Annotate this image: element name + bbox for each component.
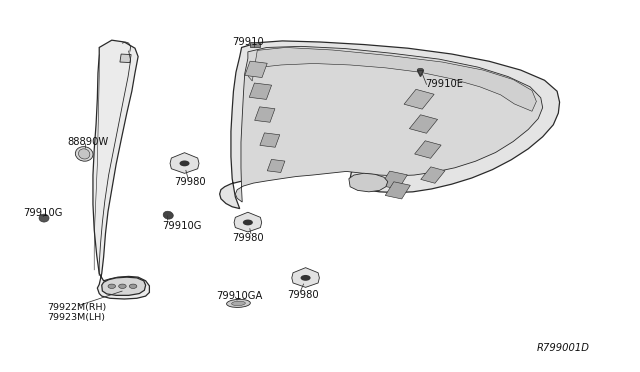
Circle shape [243, 219, 253, 225]
Text: 79923M(LH): 79923M(LH) [47, 314, 105, 323]
Polygon shape [255, 107, 275, 122]
FancyBboxPatch shape [250, 42, 260, 47]
Polygon shape [245, 61, 268, 77]
Polygon shape [415, 141, 441, 158]
Text: 79910: 79910 [232, 37, 264, 47]
Text: 79910G: 79910G [23, 208, 63, 218]
Polygon shape [381, 171, 407, 189]
Ellipse shape [232, 301, 245, 305]
Polygon shape [102, 277, 146, 295]
Circle shape [118, 284, 126, 288]
Polygon shape [234, 212, 262, 232]
Ellipse shape [79, 149, 90, 159]
Text: 79980: 79980 [232, 233, 264, 243]
Circle shape [179, 160, 189, 166]
Polygon shape [249, 83, 271, 99]
Polygon shape [260, 133, 280, 147]
Polygon shape [248, 48, 536, 111]
Polygon shape [220, 41, 559, 209]
Bar [120, 54, 131, 62]
Polygon shape [410, 115, 438, 133]
Polygon shape [349, 173, 388, 192]
Polygon shape [385, 182, 410, 199]
Text: R799001D: R799001D [536, 343, 589, 353]
Ellipse shape [227, 299, 250, 307]
Circle shape [129, 284, 137, 288]
Ellipse shape [163, 211, 173, 219]
Polygon shape [404, 89, 434, 109]
Text: 79910GA: 79910GA [216, 291, 263, 301]
Polygon shape [420, 167, 445, 183]
Ellipse shape [76, 147, 93, 161]
Polygon shape [268, 160, 285, 173]
Circle shape [301, 275, 310, 281]
Ellipse shape [39, 214, 49, 222]
Polygon shape [170, 153, 199, 173]
Text: 79910E: 79910E [426, 79, 463, 89]
Text: 79910G: 79910G [162, 221, 202, 231]
Polygon shape [236, 46, 543, 202]
Text: 79980: 79980 [287, 291, 318, 300]
Polygon shape [292, 268, 319, 287]
Text: 79980: 79980 [175, 177, 206, 187]
Text: 79922M(RH): 79922M(RH) [47, 302, 106, 311]
Text: 88890W: 88890W [68, 137, 109, 147]
Polygon shape [93, 40, 149, 299]
Circle shape [108, 284, 116, 288]
Circle shape [417, 68, 424, 72]
